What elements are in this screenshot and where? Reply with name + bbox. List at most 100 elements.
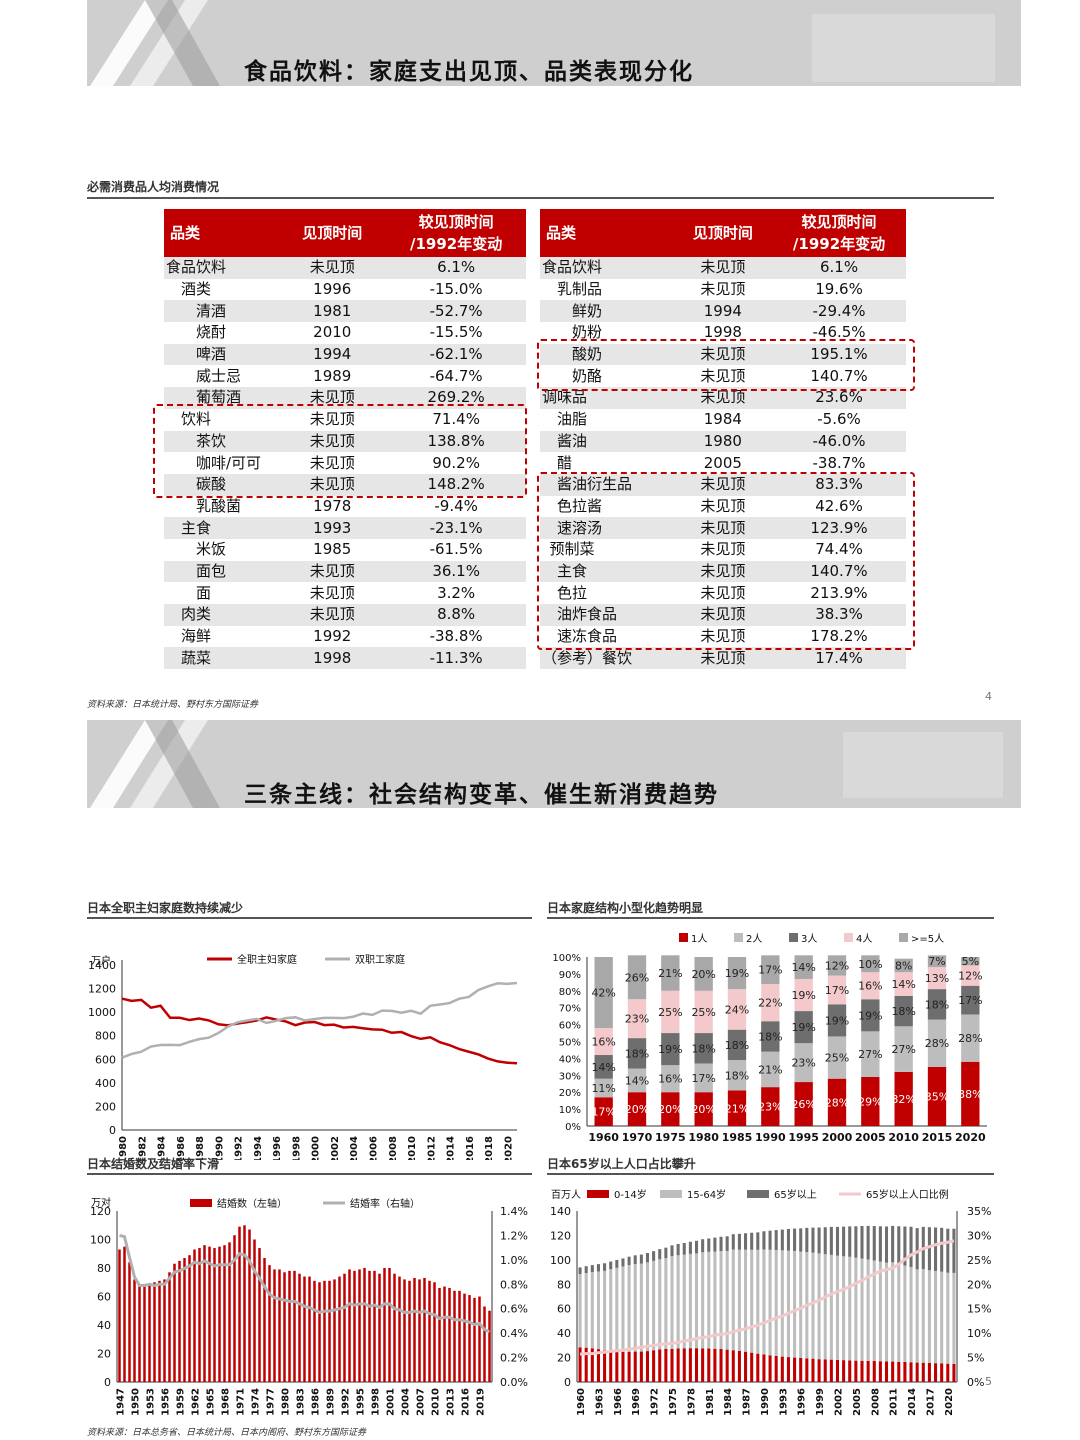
bar-segment (719, 1251, 723, 1350)
peak-cell: 未见顶 (673, 604, 773, 626)
peak-cell: 未见顶 (673, 473, 773, 496)
x-tick-label: 1975 (668, 1388, 679, 1416)
legend-swatch (747, 1190, 769, 1198)
peak-cell: 1996 (313, 280, 352, 299)
peak-cell: 未见顶 (700, 627, 746, 646)
bar-segment (639, 1351, 643, 1382)
bar (298, 1273, 301, 1382)
legend-swatch (734, 933, 743, 942)
bar-segment (793, 1357, 797, 1382)
header-change-line1: 较见顶时间 (418, 213, 494, 231)
category-cell: 油脂 (557, 410, 588, 429)
bar-segment (891, 1262, 895, 1362)
bar-segment (737, 1350, 741, 1382)
x-tick-label: 1968 (221, 1388, 232, 1416)
bar-segment (861, 999, 880, 1032)
header-category: 品类 (540, 209, 674, 257)
bar-segment (872, 1360, 876, 1382)
category-cell: 威士忌 (196, 366, 242, 385)
y-tick-label: 0 (564, 1376, 571, 1389)
y-tick-label: 60% (559, 1021, 581, 1032)
peak-cell: 未见顶 (673, 387, 773, 409)
bar-segment (727, 1090, 747, 1126)
y2-tick-label: 0.6% (500, 1303, 528, 1316)
bar-segment (835, 1255, 840, 1360)
bar-segment (596, 1349, 600, 1382)
table-row: 肉类 未见顶 8.8% (164, 604, 526, 626)
bar-segment (927, 989, 947, 1020)
bar-segment (774, 1249, 778, 1356)
bar (388, 1268, 391, 1382)
bar-segment (590, 1272, 594, 1349)
bar (433, 1282, 436, 1382)
bar-segment (952, 1363, 956, 1382)
bar-segment (639, 1263, 643, 1352)
bar-segment (861, 1031, 880, 1077)
header-change: 较见顶时间/1992年变动 (386, 209, 526, 257)
y-tick-label: 30% (559, 1071, 581, 1082)
peak-cell: 1984 (703, 410, 742, 429)
bar-segment (731, 1350, 735, 1382)
category-cell: 油炸食品 (540, 604, 674, 626)
header-change-line1: 较见顶时间 (801, 213, 877, 231)
peak-cell: 未见顶 (673, 517, 773, 539)
bar (393, 1273, 396, 1382)
bar (378, 1273, 381, 1382)
bar-segment (664, 1247, 668, 1259)
bar-segment (903, 1226, 907, 1266)
bar-segment (848, 1226, 852, 1257)
bar-segment (658, 1259, 662, 1350)
peak-cell: 未见顶 (673, 257, 773, 279)
table-row: 主食 未见顶 140.7% (540, 560, 906, 583)
legend-label: 全职主妇家庭 (237, 953, 297, 966)
x-tick-label: 2014 (907, 1388, 918, 1416)
x-tick-label: 2004 (349, 1136, 360, 1160)
data-label: 20% (625, 1103, 649, 1116)
bar-segment (940, 1363, 944, 1382)
legend-label: 双职工家庭 (355, 953, 405, 966)
bar (448, 1287, 451, 1382)
bar (443, 1286, 446, 1382)
bar-segment (884, 1262, 889, 1362)
x-tick-label: 1971 (236, 1388, 247, 1416)
bar (153, 1282, 156, 1382)
legend-label: 3人 (801, 933, 817, 945)
bar-segment (878, 1226, 882, 1262)
category-cell: 咖啡/可可 (196, 453, 262, 472)
peak-cell: 未见顶 (278, 604, 387, 626)
bar-segment (670, 1245, 674, 1257)
x-tick-label: 2018 (484, 1136, 495, 1160)
data-label: 20% (658, 1103, 682, 1116)
x-tick-label: 2020 (955, 1131, 986, 1144)
bar-segment (829, 1254, 833, 1360)
y-tick-label: 60 (557, 1303, 571, 1316)
bar-segment (761, 1087, 780, 1126)
category-cell: 面包 (164, 560, 279, 583)
bar-segment (861, 955, 880, 973)
bar-segment (727, 1060, 747, 1091)
category-cell: 色拉 (557, 583, 588, 602)
bar (198, 1248, 201, 1382)
x-tick-label: 2019 (476, 1388, 487, 1416)
peak-cell: 未见顶 (309, 583, 355, 602)
bar-segment (694, 1348, 699, 1382)
legend-label: 15-64岁 (687, 1188, 726, 1201)
bar-segment (811, 1227, 815, 1253)
bar-segment (894, 1071, 913, 1126)
chart2-title: 日本家庭结构小型化趋势明显 (547, 901, 704, 915)
left-category-table: 品类 见顶时间 较见顶时间/1992年变动 食品饮料 未见顶 6.1% 酒类 1996-… (164, 209, 526, 670)
change-cell: -38.8% (429, 627, 483, 646)
data-label: 14% (891, 978, 915, 991)
bar-segment (725, 1349, 729, 1382)
legend-label: 4人 (856, 933, 872, 945)
table-row: 茶饮 未见顶 138.8% (164, 430, 526, 453)
bar (338, 1276, 341, 1382)
bar (258, 1248, 261, 1382)
data-label: 18% (758, 1030, 782, 1043)
x-tick-label: 1984 (157, 1136, 168, 1160)
x-tick-label: 1990 (214, 1136, 225, 1160)
x-tick-label: 2015 (922, 1131, 953, 1144)
change-cell: 3.2% (437, 583, 476, 602)
bar-segment (707, 1251, 711, 1349)
bar (363, 1268, 366, 1382)
